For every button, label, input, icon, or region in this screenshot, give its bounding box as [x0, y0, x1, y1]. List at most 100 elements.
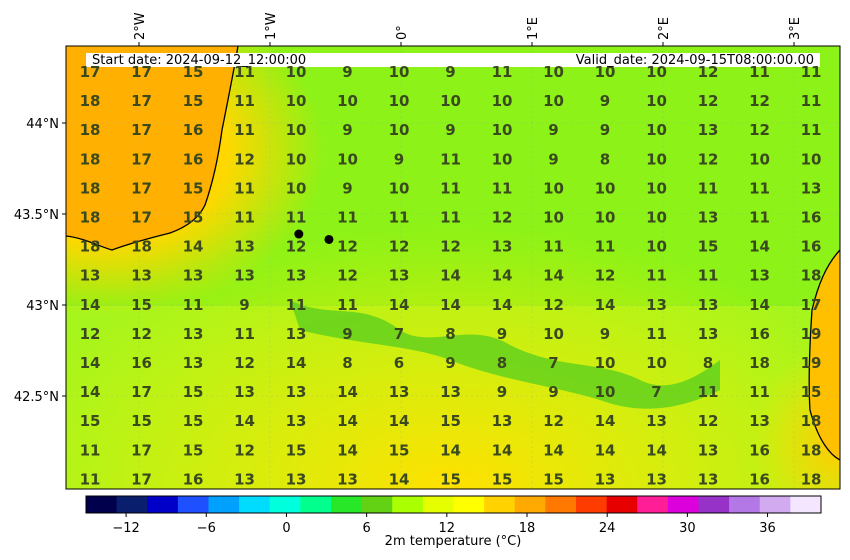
grid-value-label: 12 [234, 150, 255, 168]
grid-value-label: 14 [389, 470, 410, 488]
grid-value-label: 13 [286, 325, 307, 343]
header-strip [86, 53, 820, 67]
grid-value-label: 15 [183, 441, 204, 459]
grid-value-label: 13 [698, 470, 719, 488]
grid-value-label: 11 [286, 209, 307, 227]
grid-value-label: 9 [600, 325, 610, 343]
grid-value-label: 11 [389, 209, 410, 227]
grid-value-label: 16 [183, 121, 204, 139]
grid-value-label: 9 [445, 63, 455, 81]
atlantic-sea [66, 46, 238, 250]
grid-value-label: 11 [234, 121, 255, 139]
grid-value-label: 10 [389, 63, 410, 81]
value-grid: 17 17 15 11 10 9 10 9 11 10 10 10 12 11 11 18 17 15 11 10 10… [80, 63, 822, 488]
grid-value-label: 7 [548, 354, 558, 372]
grid-value-label: 14 [389, 412, 410, 430]
colorbar-segment [698, 496, 730, 513]
grid-value-label: 19 [801, 325, 822, 343]
grid-value-label: 12 [698, 63, 719, 81]
grid-value-label: 9 [342, 121, 352, 139]
grid-value-label: 15 [801, 383, 822, 401]
grid-value-label: 10 [595, 179, 616, 197]
grid-value-label: 15 [440, 470, 461, 488]
grid-value-label: 10 [646, 92, 667, 110]
colorbar-ticks: −12 −6 0 6 12 18 24 30 36 [112, 513, 776, 536]
grid-value-label: 13 [698, 441, 719, 459]
grid-value-label: 13 [131, 267, 152, 285]
grid-value-label: 13 [646, 412, 667, 430]
colorbar-segment [392, 496, 424, 513]
graticule [66, 46, 840, 489]
grid-value-label: 11 [286, 296, 307, 314]
location-markers [294, 229, 334, 244]
grid-value-label: 17 [131, 470, 152, 488]
colorbar-label: 2m temperature (°C) [385, 534, 522, 549]
colorbar-segment [790, 496, 822, 513]
grid-value-label: 14 [286, 354, 307, 372]
grid-value-label: 13 [286, 383, 307, 401]
colorbar-segment [177, 496, 210, 513]
grid-value-label: 13 [389, 267, 410, 285]
grid-value-label: 13 [183, 267, 204, 285]
colorbar-tick-label: 30 [679, 521, 696, 536]
colorbar-segment [239, 496, 271, 513]
grid-value-label: 15 [183, 92, 204, 110]
grid-value-label: 13 [698, 296, 719, 314]
colorbar-segment [331, 496, 363, 513]
grid-value-label: 13 [492, 412, 513, 430]
grid-value-label: 15 [183, 383, 204, 401]
grid-value-label: 12 [698, 92, 719, 110]
grid-value-label: 13 [646, 470, 667, 488]
grid-value-label: 13 [646, 296, 667, 314]
grid-value-label: 13 [183, 325, 204, 343]
grid-value-label: 10 [595, 354, 616, 372]
grid-value-label: 11 [749, 383, 770, 401]
grid-value-label: 13 [698, 121, 719, 139]
latitude-label: 44°N [26, 117, 59, 132]
grid-value-label: 12 [698, 412, 719, 430]
grid-value-label: 18 [801, 267, 822, 285]
colorbar-frame [85, 495, 822, 514]
grid-value-label: 11 [698, 179, 719, 197]
grid-value-label: 13 [234, 470, 255, 488]
latitude-label: 42.5°N [14, 390, 59, 405]
colorbar-tick-label: 12 [439, 521, 456, 536]
grid-value-label: 18 [80, 121, 101, 139]
grid-value-label: 17 [131, 92, 152, 110]
grid-value-label: 14 [337, 383, 358, 401]
grid-value-label: 11 [234, 325, 255, 343]
grid-value-label: 10 [646, 238, 667, 256]
colorbar-segment [116, 496, 148, 513]
grid-value-label: 17 [801, 296, 822, 314]
colorbar-label-text: 2m temperature (°C) [385, 534, 522, 549]
colorbar-segment [361, 496, 393, 513]
colorbar-segment [759, 496, 791, 513]
grid-value-label: 12 [543, 296, 564, 314]
grid-value-label: 11 [80, 441, 101, 459]
grid-value-label: 10 [492, 92, 513, 110]
grid-value-label: 13 [286, 470, 307, 488]
grid-value-label: 13 [80, 267, 101, 285]
grid-value-label: 9 [445, 121, 455, 139]
grid-value-label: 11 [234, 209, 255, 227]
grid-value-label: 13 [389, 383, 410, 401]
longitude-label: 0° [395, 25, 410, 40]
colorbar-segment [86, 496, 118, 513]
grid-value-label: 18 [801, 441, 822, 459]
grid-value-label: 13 [492, 238, 513, 256]
grid-value-label: 12 [234, 441, 255, 459]
grid-value-label: 10 [543, 92, 564, 110]
grid-value-label: 11 [543, 238, 564, 256]
grid-value-label: 15 [183, 209, 204, 227]
grid-value-label: 14 [492, 441, 513, 459]
grid-value-label: 15 [183, 63, 204, 81]
grid-value-label: 11 [234, 92, 255, 110]
grid-value-label: 13 [595, 470, 616, 488]
colorbar-segment [545, 496, 577, 513]
grid-value-label: 15 [698, 238, 719, 256]
pyrenees-cool-band [290, 300, 720, 409]
grid-value-label: 14 [595, 412, 616, 430]
grid-value-label: 13 [286, 412, 307, 430]
grid-value-label: 15 [543, 470, 564, 488]
colorbar-segment [729, 496, 761, 513]
